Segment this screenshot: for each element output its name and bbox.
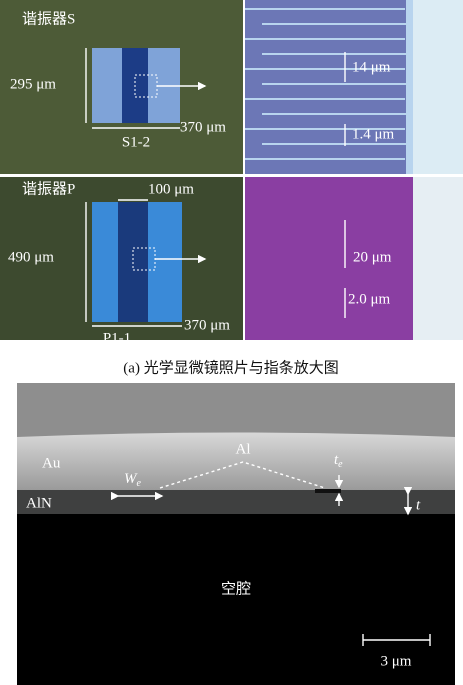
label: t: [416, 497, 421, 513]
finger: [245, 98, 405, 100]
finger: [245, 38, 405, 40]
label: 2.0 μm: [348, 291, 391, 307]
label: 14 μm: [352, 59, 391, 75]
au-layer: [17, 432, 455, 490]
label: 295 μm: [10, 76, 56, 92]
finger: [262, 113, 413, 115]
label: 100 μm: [148, 181, 194, 197]
label: 1.4 μm: [352, 126, 395, 142]
label: 谐振器P: [22, 180, 75, 197]
label: e: [137, 478, 142, 489]
finger: [406, 0, 413, 174]
label: e: [338, 459, 343, 470]
label: t: [334, 452, 339, 468]
label: AlN: [26, 495, 52, 511]
label: te: [334, 452, 343, 470]
finger: [262, 53, 413, 55]
finger: [245, 8, 405, 10]
label: Al: [236, 441, 251, 457]
sem-surface: [17, 383, 455, 437]
finger: [262, 83, 413, 85]
label: P1-1: [103, 330, 131, 346]
label: 谐振器S: [22, 10, 75, 27]
label: 370 μm: [184, 317, 230, 333]
finger: [262, 143, 413, 145]
label: 3 μm: [381, 653, 412, 669]
label: 490 μm: [8, 249, 54, 265]
finger: [245, 158, 405, 160]
label: S1-2: [122, 134, 150, 150]
zoom-s-pad: [413, 0, 463, 174]
finger: [262, 23, 413, 25]
label: 20 μm: [353, 249, 392, 265]
label: 370 μm: [180, 119, 226, 135]
zoom-p-pad: [413, 177, 463, 340]
al-electrode: [315, 489, 341, 493]
label: W: [124, 471, 138, 487]
caption: (a) 光学显微镜照片与指条放大图: [123, 358, 338, 376]
finger: [245, 128, 405, 130]
label: 空腔: [221, 580, 251, 597]
aln-layer: [17, 490, 455, 514]
finger: [245, 68, 405, 70]
label: Au: [42, 455, 61, 471]
pointer: [159, 461, 326, 489]
label: We: [124, 471, 142, 489]
